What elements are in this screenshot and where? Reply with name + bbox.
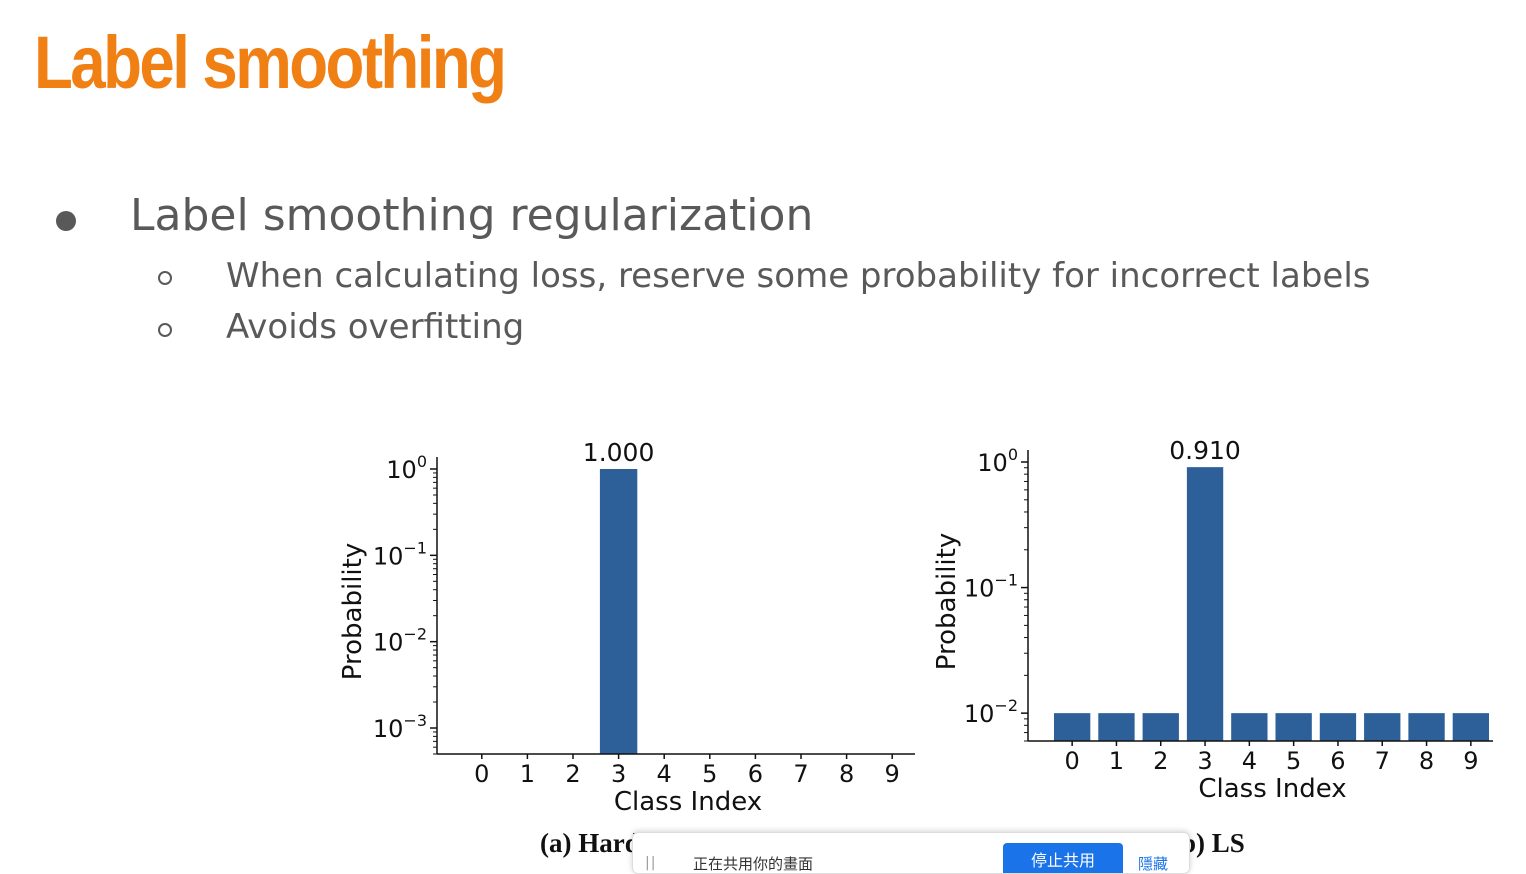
bar	[1319, 713, 1357, 741]
sub-bullet-text: When calculating loss, reserve some prob…	[226, 256, 1371, 296]
hide-share-bar-link[interactable]: 隱藏	[1138, 855, 1169, 873]
x-tick-label: 2	[565, 760, 580, 788]
x-tick-label: 9	[1463, 747, 1478, 775]
bar	[1364, 713, 1401, 741]
x-tick-label: 7	[1375, 747, 1390, 775]
x-tick-label: 6	[1330, 747, 1345, 775]
share-status-text: 正在共用你的畫面	[693, 855, 814, 873]
y-tick-label: 100	[386, 452, 427, 484]
y-tick-label: 100	[977, 445, 1018, 477]
x-tick-label: 1	[1109, 747, 1124, 775]
bullet-dot	[56, 211, 76, 231]
x-axis-label: Class Index	[614, 787, 762, 817]
x-axis-label: Class Index	[1198, 774, 1346, 804]
drag-handle-icon[interactable]: ||	[645, 855, 657, 871]
x-tick-label: 5	[702, 760, 717, 788]
bar	[1186, 467, 1224, 741]
x-tick-label: 9	[885, 760, 900, 788]
bar	[1231, 713, 1268, 741]
x-tick-label: 5	[1286, 747, 1301, 775]
y-tick-label: 10−1	[964, 571, 1018, 603]
y-axis-label: Probability	[338, 543, 368, 680]
hard-label-chart: 0 1 2 3 4 5 6 7 8 9 1.000 100 10−1 10−2 10−3 Class Inde…	[338, 438, 915, 817]
x-tick-label: 2	[1153, 747, 1168, 775]
bar	[599, 469, 638, 754]
bar	[1408, 713, 1445, 741]
stop-sharing-button[interactable]: 停止共用	[1003, 843, 1123, 873]
y-tick-label: 10−2	[373, 625, 427, 657]
sub-bullet-circle	[158, 271, 172, 285]
bullet-text: Label smoothing regularization	[130, 190, 814, 241]
x-tick-label: 4	[657, 760, 672, 788]
x-tick-label: 3	[1197, 747, 1212, 775]
bar-value-label: 0.910	[1169, 436, 1241, 465]
sub-bullet-circle	[158, 323, 172, 337]
y-axis-label: Probability	[932, 533, 962, 670]
screen-share-bar: || 正在共用你的畫面 停止共用 隱藏	[632, 832, 1190, 874]
y-tick-label: 10−2	[964, 696, 1018, 728]
x-tick-label: 6	[748, 760, 763, 788]
bar	[1452, 713, 1490, 741]
bar	[1053, 713, 1091, 741]
label-smoothing-chart: 0 1 2 3 4 5 6 7 8 9 0.910 100 10−1 10−2 Class Index Pro…	[932, 436, 1493, 804]
slide-title: Label smoothing	[34, 21, 507, 104]
bar	[1098, 713, 1135, 741]
x-tick-label: 8	[839, 760, 854, 788]
x-tick-label: 4	[1242, 747, 1257, 775]
x-tick-label: 0	[474, 760, 489, 788]
sub-bullet-text: Avoids overfitting	[226, 307, 525, 347]
x-tick-label: 1	[520, 760, 535, 788]
bar	[1275, 713, 1312, 741]
bar	[1142, 713, 1179, 741]
x-tick-label: 7	[793, 760, 808, 788]
x-tick-label: 8	[1419, 747, 1434, 775]
bar-value-label: 1.000	[583, 438, 655, 467]
y-tick-label: 10−3	[373, 711, 427, 743]
x-tick-label: 3	[611, 760, 626, 788]
y-tick-label: 10−1	[373, 538, 427, 570]
x-tick-label: 0	[1065, 747, 1080, 775]
